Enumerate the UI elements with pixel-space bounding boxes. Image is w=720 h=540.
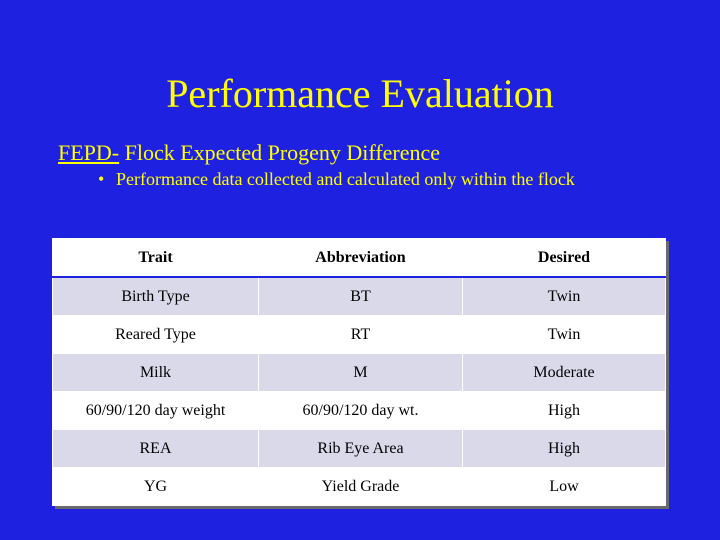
slide-subtitle: FEPD- Flock Expected Progeny Difference — [58, 140, 440, 166]
cell-abbreviation: 60/90/120 day wt. — [258, 391, 463, 430]
cell-desired: Twin — [462, 315, 666, 354]
cell-abbreviation: RT — [258, 315, 463, 354]
cell-trait: 60/90/120 day weight — [52, 391, 259, 430]
cell-abbreviation: M — [258, 353, 463, 392]
cell-desired: Low — [462, 467, 666, 506]
subtitle-acronym: FEPD- — [58, 140, 120, 165]
cell-desired: High — [462, 429, 666, 468]
table-row: Reared Type RT Twin — [52, 315, 666, 354]
bullet-text: Performance data collected and calculate… — [116, 169, 575, 189]
cell-abbreviation: Rib Eye Area — [258, 429, 463, 468]
bullet-item: • Performance data collected and calcula… — [98, 168, 575, 190]
cell-abbreviation: BT — [258, 276, 463, 316]
cell-abbreviation: Yield Grade — [258, 467, 463, 506]
cell-trait: Milk — [52, 353, 259, 392]
table-row: REA Rib Eye Area High — [52, 429, 666, 468]
traits-table: Trait Abbreviation Desired Birth Type BT… — [52, 238, 666, 506]
header-desired: Desired — [462, 238, 666, 278]
table-row: YG Yield Grade Low — [52, 467, 666, 506]
table-row: Milk M Moderate — [52, 353, 666, 392]
table-row: 60/90/120 day weight 60/90/120 day wt. H… — [52, 391, 666, 430]
cell-trait: Birth Type — [52, 276, 259, 316]
cell-trait: YG — [52, 467, 259, 506]
cell-desired: Moderate — [462, 353, 666, 392]
bullet-icon: • — [98, 169, 105, 189]
cell-trait: REA — [52, 429, 259, 468]
cell-trait: Reared Type — [52, 315, 259, 354]
subtitle-text: Flock Expected Progeny Difference — [119, 140, 441, 165]
table-row: Birth Type BT Twin — [52, 276, 666, 316]
cell-desired: High — [462, 391, 666, 430]
table-header-row: Trait Abbreviation Desired — [52, 238, 666, 278]
header-trait: Trait — [52, 238, 259, 278]
header-abbreviation: Abbreviation — [258, 238, 463, 278]
slide-title: Performance Evaluation — [166, 71, 554, 116]
cell-desired: Twin — [462, 276, 666, 316]
